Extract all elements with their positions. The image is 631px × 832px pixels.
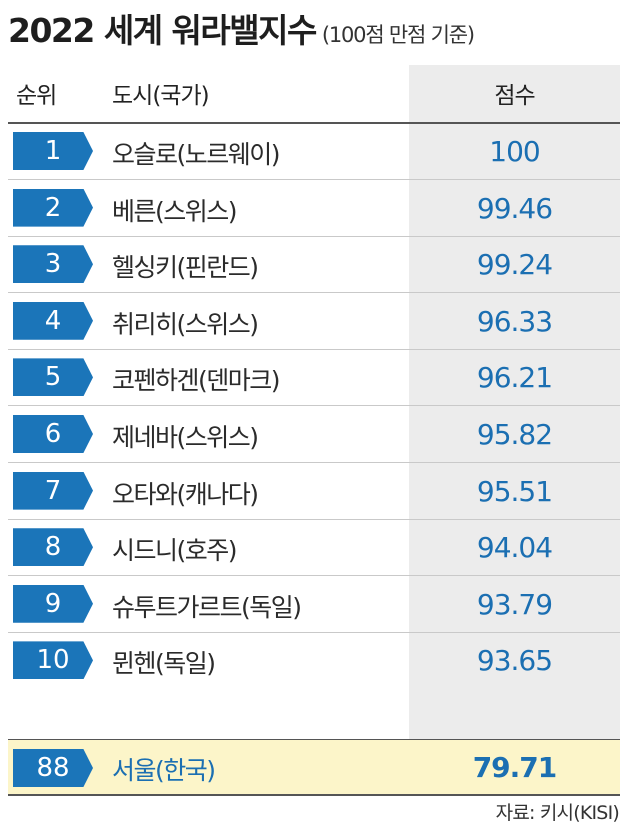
- table-header: 순위 도시(국가) 점수: [8, 65, 620, 123]
- rank-badge: 8: [13, 528, 93, 567]
- table-row: 6 제네바(스위스) 95.82: [8, 407, 620, 463]
- city-label: 서울(한국): [112, 756, 216, 785]
- header-score: 점수: [494, 83, 535, 109]
- table-row: 9 슈투트가르트(독일) 93.79: [8, 577, 620, 633]
- score-value: 95.51: [476, 474, 553, 508]
- city-label: 오슬로(노르웨이): [112, 140, 281, 169]
- table-row: 10 뮌헨(독일) 93.65: [8, 633, 620, 689]
- header-divider: [8, 122, 620, 124]
- city-label: 시드니(호주): [112, 536, 238, 566]
- rank-badge: 88: [13, 749, 93, 787]
- score-value: 93.79: [476, 587, 553, 621]
- score-value: 94.04: [476, 531, 553, 565]
- score-value: 95.82: [476, 418, 553, 451]
- table-row: 8 시드니(호주) 94.04: [8, 520, 620, 577]
- table-row: 4 취리히(스위스) 96.33: [8, 294, 620, 350]
- city-label: 취리히(스위스): [112, 309, 259, 339]
- score-column-background: [409, 65, 620, 795]
- row-divider: [8, 575, 620, 577]
- highlight-divider: [8, 739, 620, 740]
- row-divider: [8, 518, 620, 520]
- table-row: 1 오슬로(노르웨이) 100: [8, 124, 620, 180]
- table-row: 5 코펜하겐(덴마크) 96.21: [8, 350, 620, 407]
- row-divider: [8, 348, 620, 350]
- rank-badge: 10: [13, 641, 93, 680]
- rank-badge: 3: [13, 245, 93, 284]
- row-divider: [8, 631, 620, 633]
- score-value: 96.33: [476, 304, 553, 338]
- header-city: 도시(국가): [112, 83, 210, 109]
- rank-badge: 1: [13, 132, 93, 170]
- city-label: 베른(스위스): [112, 196, 238, 226]
- city-label: 코펜하겐(덴마크): [112, 366, 281, 396]
- rank-badge: 5: [13, 358, 93, 397]
- row-divider: [8, 462, 620, 463]
- rank-badge: 4: [13, 301, 93, 340]
- header-rank: 순위: [16, 83, 57, 109]
- bottom-divider: [8, 794, 620, 796]
- score-value: 100: [489, 135, 540, 168]
- city-label: 슈투트가르트(독일): [112, 592, 302, 622]
- city-label: 헬싱키(핀란드): [112, 253, 259, 283]
- row-divider: [8, 292, 620, 294]
- source-note: 자료: 키시(KISI): [495, 802, 620, 824]
- table-row: 2 베른(스위스) 99.46: [8, 181, 620, 237]
- ranking-table: 순위 도시(국가) 점수 1 오슬로(노르웨이) 100 2 베른(스위스) 99.46 3…: [8, 65, 620, 796]
- city-label: 제네바(스위스): [112, 423, 259, 452]
- score-value: 93.65: [476, 644, 553, 678]
- city-label: 뮌헨(독일): [112, 649, 216, 679]
- table-row: 3 헬싱키(핀란드) 99.24: [8, 237, 620, 294]
- rank-badge: 6: [13, 415, 93, 453]
- highlight-row: 88 서울(한국) 79.71: [8, 740, 620, 795]
- score-value: 96.21: [476, 361, 553, 395]
- title-row: 2022 세계 워라밸지수 (100점 만점 기준): [8, 4, 475, 56]
- rank-badge: 2: [13, 188, 93, 227]
- row-divider: [8, 179, 620, 180]
- row-divider: [8, 405, 620, 407]
- score-value: 79.71: [472, 751, 558, 784]
- score-value: 99.46: [476, 191, 553, 225]
- chart-title: 2022 세계 워라밸지수: [8, 11, 317, 50]
- city-label: 오타와(캐나다): [112, 479, 259, 509]
- chart-subtitle: (100점 만점 기준): [321, 23, 475, 47]
- rank-badge: 9: [13, 584, 93, 623]
- table-row: 7 오타와(캐나다) 95.51: [8, 464, 620, 520]
- score-value: 99.24: [476, 248, 553, 282]
- row-divider: [8, 235, 620, 237]
- rank-badge: 7: [13, 471, 93, 510]
